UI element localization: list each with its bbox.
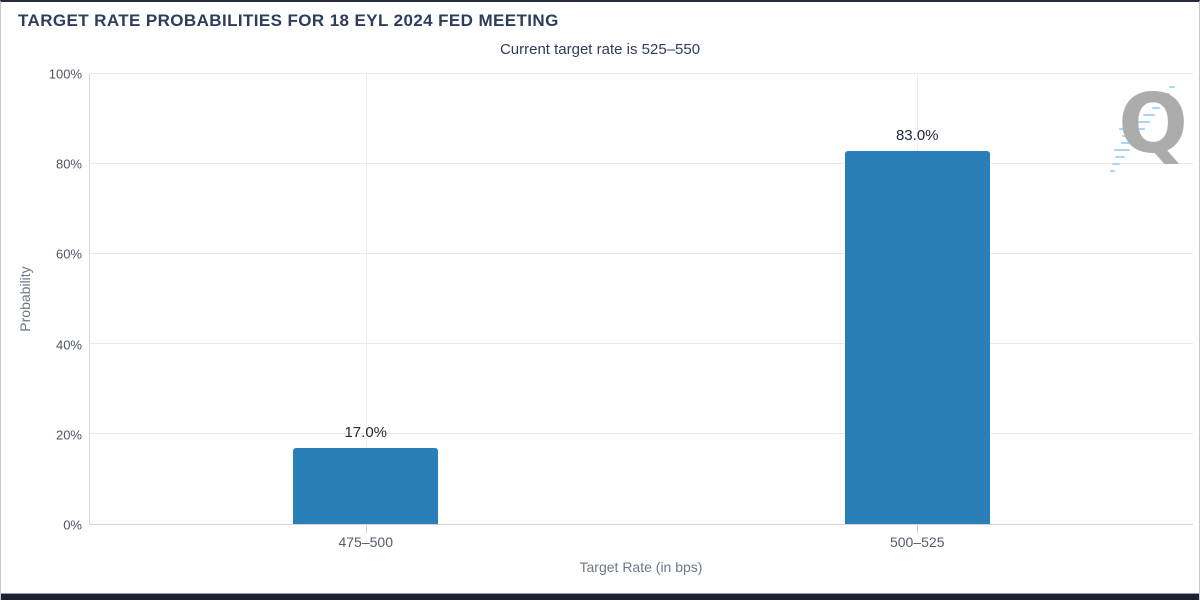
h-gridline-80 — [90, 163, 1193, 164]
x-tick-label: 475–500 — [338, 534, 393, 550]
logo-dash-icon — [1128, 121, 1150, 123]
h-gridline-20 — [90, 433, 1193, 434]
x-axis-title: Target Rate (in bps) — [579, 559, 703, 575]
q-letter-icon: Q — [1118, 77, 1188, 172]
x-tick-label: 500–525 — [889, 534, 945, 550]
logo-dash-icon — [1149, 100, 1165, 102]
y-tick-label: 80% — [55, 156, 82, 172]
footer-strip — [1, 593, 1199, 600]
y-axis-tick-labels: 0% 20% 40% 60% 80% 100% — [1, 67, 82, 533]
logo-dash-icon — [1122, 135, 1140, 137]
y-tick-label: 100% — [48, 66, 82, 82]
logo-dash-icon — [1119, 128, 1145, 130]
bar-475–500[interactable] — [293, 447, 439, 524]
y-tick-label: 40% — [55, 337, 82, 353]
bar-value-label: 83.0% — [895, 126, 939, 144]
bar-500–525[interactable] — [844, 150, 990, 524]
logo-dash-icon — [1169, 86, 1175, 88]
logo-dash-icon — [1143, 114, 1155, 116]
y-tick-label: 60% — [55, 246, 82, 262]
y-tick-label: 20% — [55, 427, 82, 443]
x-tick-mark — [365, 524, 367, 533]
y-tick-label: 0% — [63, 517, 82, 533]
logo-dash-icon — [1115, 156, 1125, 158]
logo-dash-icon — [1114, 149, 1130, 151]
plot-area: 17.0% 475–500 83.0% 500–525 — [89, 73, 1193, 550]
q-logo-watermark: Q — [1091, 84, 1196, 189]
chart-title: TARGET RATE PROBABILITIES FOR 18 EYL 202… — [18, 11, 559, 30]
logo-dash-icon — [1121, 142, 1135, 144]
logo-accent-dashes-icon — [1091, 86, 1191, 186]
logo-dash-icon — [1152, 107, 1160, 109]
chart-subtitle: Current target rate is 525–550 — [499, 41, 701, 58]
x-tick-mark — [917, 524, 919, 533]
h-gridline-100 — [90, 73, 1193, 74]
logo-dash-icon — [1112, 163, 1120, 165]
bar-value-label: 17.0% — [344, 423, 388, 441]
h-gridline-60 — [90, 253, 1193, 254]
h-gridline-40 — [90, 343, 1193, 344]
v-gridline — [365, 74, 367, 524]
logo-dash-icon — [1160, 93, 1170, 95]
logo-dash-icon — [1110, 170, 1115, 172]
